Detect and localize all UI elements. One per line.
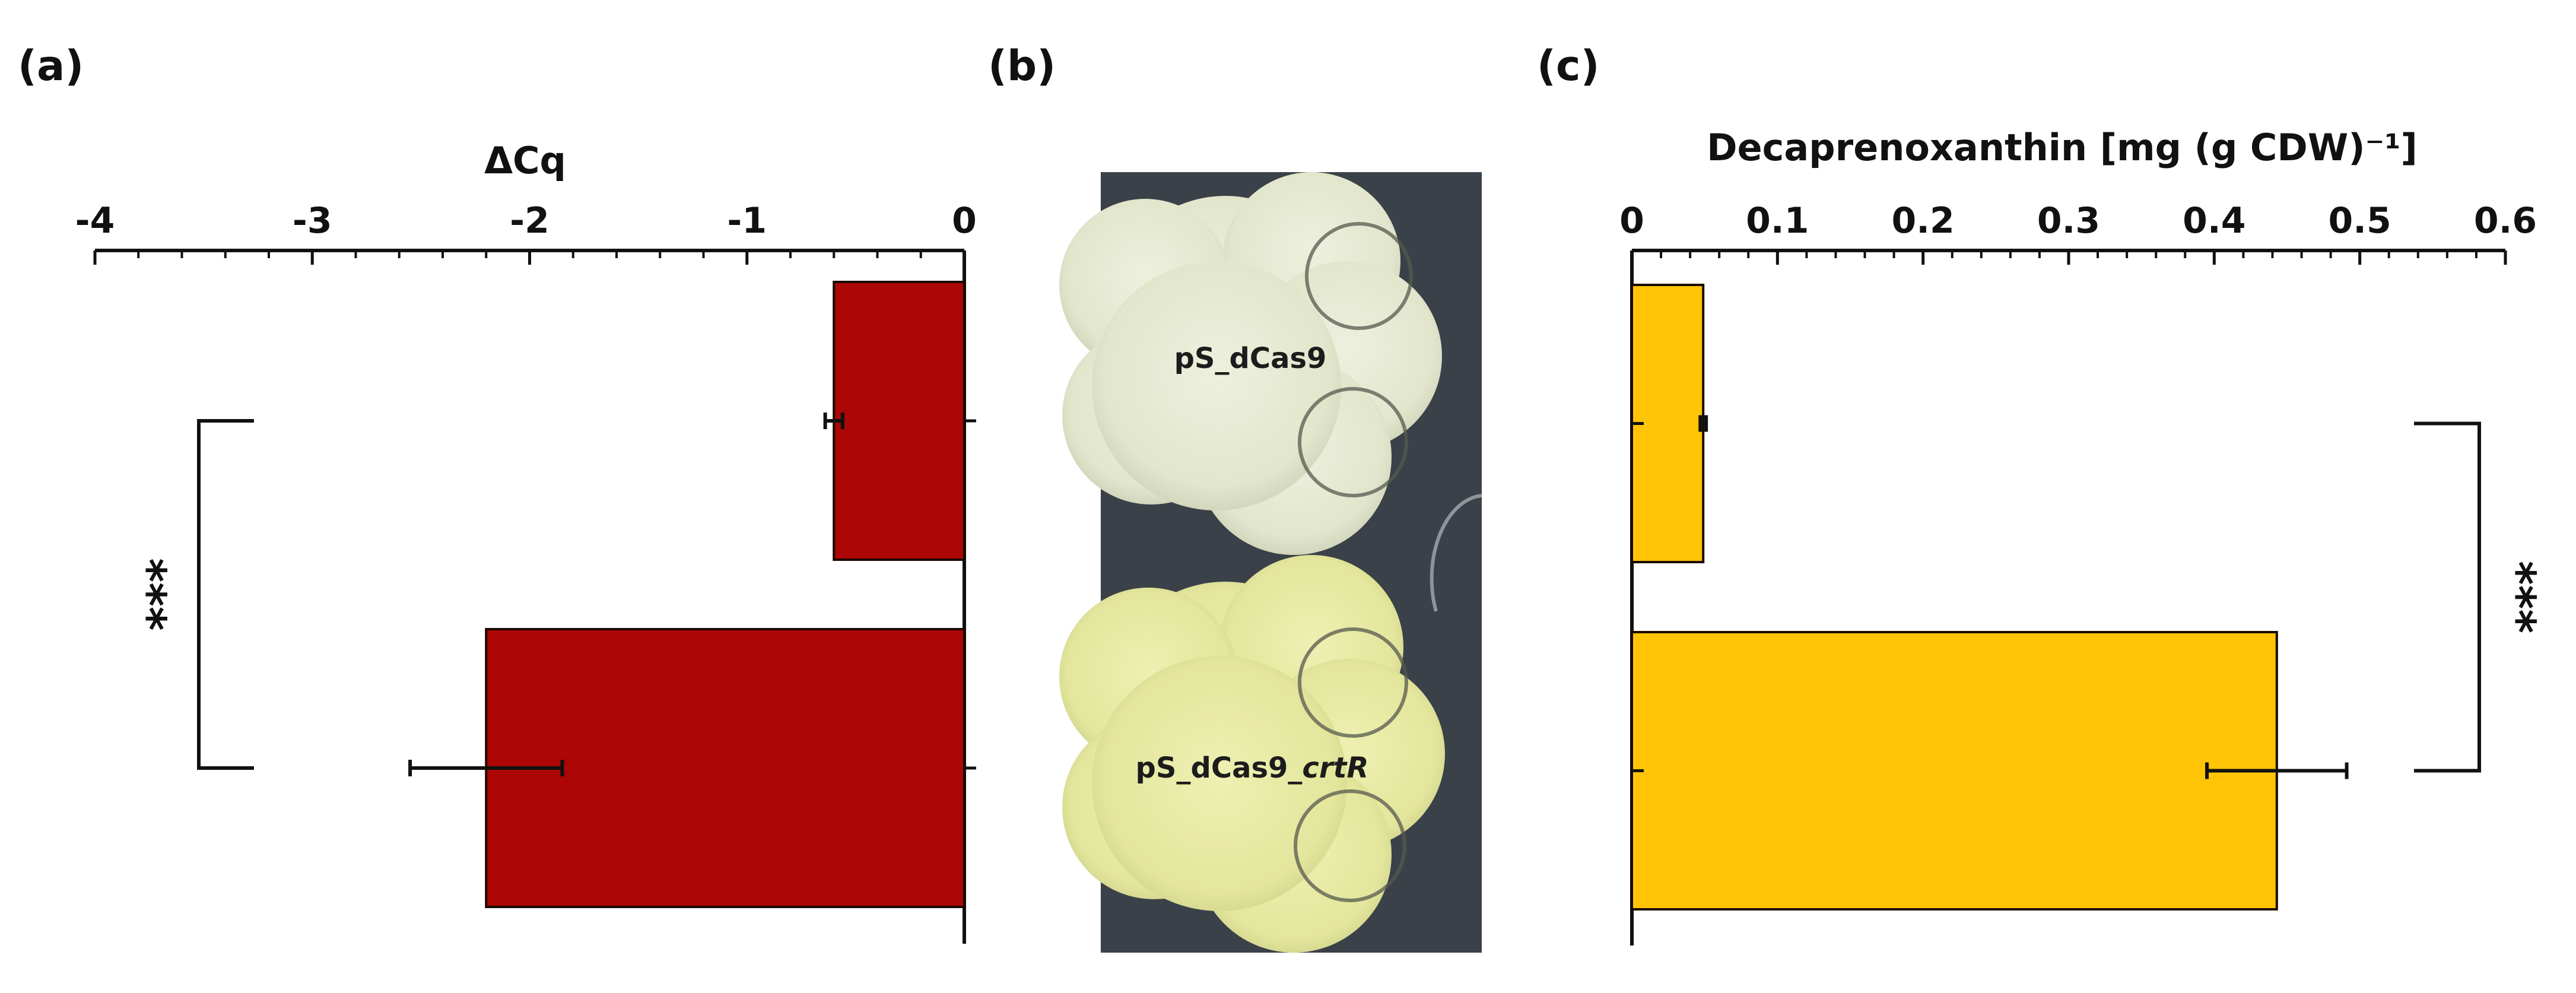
- chart-a-tick-label: 0: [952, 200, 977, 242]
- agar-plate-photo: pS_dCas9 pS_dCas9_crtR: [1059, 172, 1482, 953]
- disc-top-2: [1298, 387, 1408, 497]
- chart-c-tick-label: 0: [1619, 200, 1644, 242]
- chart-c-tick-label: 0.6: [2474, 200, 2537, 242]
- chart-c-plot-area: 0 0.1 0.2 0.3 0.4 0.5 0.6 ***: [1619, 200, 2545, 946]
- colony-top: pS_dCas9: [1059, 172, 1442, 555]
- plate-rim-glare: [1430, 494, 1482, 612]
- chart-c-tick-label: 0.3: [2037, 200, 2100, 242]
- plate-label-top: pS_dCas9: [1174, 342, 1327, 375]
- disc-top-1: [1305, 222, 1413, 330]
- chart-a-tick-label: -1: [727, 200, 767, 242]
- chart-a-tick-label: -3: [293, 200, 332, 242]
- panel-label-a: (a): [18, 42, 84, 90]
- chart-a-significance-label: ***: [122, 558, 175, 630]
- disc-bottom-2: [1294, 789, 1406, 902]
- chart-c-decaprenoxanthin: Decaprenoxanthin [mg (g CDW)⁻¹] 0 0.1 0.2 0…: [1619, 126, 2545, 946]
- chart-a-bar-1: [833, 281, 965, 561]
- plate-label-bottom-prefix: pS_dCas9_: [1136, 751, 1303, 785]
- chart-c-tick-label: 0.1: [1746, 200, 1809, 242]
- chart-a-x-axis-title: ΔCq: [484, 139, 566, 182]
- plate-label-bottom: pS_dCas9_crtR: [1136, 751, 1369, 785]
- chart-c-tick-label: 0.4: [2183, 200, 2245, 242]
- chart-a-tick-label: -4: [75, 200, 115, 242]
- chart-c-tick-label: 0.2: [1892, 200, 1955, 242]
- panel-label-b: (b): [988, 42, 1056, 90]
- colony-bottom: pS_dCas9_crtR: [1059, 555, 1445, 953]
- chart-c-bar-2: [1631, 631, 2278, 910]
- chart-c-x-axis-title: Decaprenoxanthin [mg (g CDW)⁻¹]: [1707, 126, 2418, 169]
- chart-a-tick-label: -2: [510, 200, 549, 242]
- chart-c-significance-bracket: [2414, 421, 2481, 773]
- chart-c-significance-label: ***: [2491, 561, 2545, 633]
- chart-a-delta-cq: ΔCq -4 -3 -2 -1 0 ***: [75, 139, 977, 944]
- chart-c-tick-label: 0.5: [2329, 200, 2391, 242]
- disc-bottom-1: [1298, 627, 1408, 738]
- panel-label-c: (c): [1537, 42, 1599, 90]
- plate-label-bottom-italic: crtR: [1302, 751, 1368, 785]
- chart-a-plot-area: -4 -3 -2 -1 0 ***: [75, 200, 977, 944]
- chart-a-significance-bracket: [197, 419, 254, 770]
